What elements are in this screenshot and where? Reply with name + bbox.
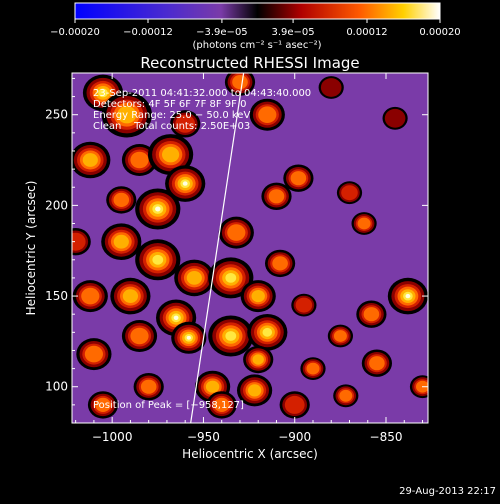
heatmap-source-29 xyxy=(336,181,363,205)
x-axis-ticks: −1000 −950 −900 −850 xyxy=(75,73,424,444)
annotations: 23‑Sep‑2011 04:41:32.000 to 04:43:40.000… xyxy=(93,88,311,411)
heatmap-source-28 xyxy=(283,164,314,192)
x-axis-label: Heliocentric X (arcsec) xyxy=(182,447,318,461)
heatmap-source-24 xyxy=(240,280,276,313)
heatmap-source-1 xyxy=(101,91,152,138)
heatmap-source-2 xyxy=(72,141,111,179)
heatmap-source-43 xyxy=(170,110,201,138)
annotation-energy-range: Energy Range: 25.0 − 50.0 keV xyxy=(93,110,250,121)
colorbar-tick-label: 3.9e−05 xyxy=(272,27,315,38)
heatmap-source-32 xyxy=(356,300,387,328)
colorbar-tick-label: −0.00012 xyxy=(123,27,173,38)
heatmap-source-45 xyxy=(382,106,408,130)
heatmap-source-22 xyxy=(87,391,119,419)
footer-timestamp: 29‑Aug‑2013 22:17 xyxy=(399,486,496,497)
heatmap-source-9 xyxy=(135,239,181,281)
colorbar-ticks: −0.00020 −0.00012 −3.9e−05 3.9e−05 0.00012 0.… xyxy=(50,19,461,38)
heatmap-source-25 xyxy=(265,249,296,278)
heatmap-source-18 xyxy=(76,338,112,371)
heatmap-source-31 xyxy=(387,277,428,315)
heatmap-source-11 xyxy=(72,280,108,313)
x-tick-label: −950 xyxy=(187,430,220,444)
x-tick-label: −900 xyxy=(278,430,311,444)
heatmap-source-44 xyxy=(291,293,317,317)
heatmap-source-17 xyxy=(121,320,158,352)
heatmap-source-6 xyxy=(135,188,181,230)
heatmap-source-35 xyxy=(333,384,359,408)
heatmap-source-8 xyxy=(101,223,142,260)
y-tick-label: 200 xyxy=(45,198,68,212)
colorbar-tick-label: 0.00012 xyxy=(346,27,387,38)
y-axis-ticks: 100 150 200 250 xyxy=(45,77,428,406)
heatmap-source-16 xyxy=(247,314,288,351)
heatmap-source-14 xyxy=(171,321,207,354)
heatmap-source-30 xyxy=(351,212,377,235)
heatmap-source-36 xyxy=(409,375,428,399)
x-tick-label: −850 xyxy=(370,430,403,444)
heatmap-source-46 xyxy=(318,76,344,99)
solar-limb-line xyxy=(190,73,245,423)
heatmap-source-33 xyxy=(327,324,353,348)
heatmap-source-5 xyxy=(165,165,206,202)
x-tick-label: −1000 xyxy=(92,430,133,444)
heatmap-source-41 xyxy=(206,391,237,419)
plot-area: −1000 −950 −900 −850 100 150 200 250 23‑Sep‑20… xyxy=(45,72,429,444)
y-tick-label: 150 xyxy=(45,289,68,303)
heatmap-source-19 xyxy=(133,373,164,401)
colorbar: −0.00020 −0.00012 −3.9e−05 3.9e−05 0.00012 0.… xyxy=(50,2,461,51)
heatmap-source-37 xyxy=(300,357,326,380)
heatmap-source-4 xyxy=(148,134,194,176)
heatmap-source-26 xyxy=(218,216,254,249)
heatmap-source-34 xyxy=(361,349,392,377)
annotation-time-range: 23‑Sep‑2011 04:41:32.000 to 04:43:40.000 xyxy=(93,88,311,99)
y-tick-label: 250 xyxy=(45,108,68,122)
plot-frame xyxy=(71,72,429,424)
heatmap-sources xyxy=(72,73,428,419)
colorbar-tick-label: −3.9e−05 xyxy=(196,27,248,38)
annotation-peak-position: Position of Peak = [−958,127] xyxy=(93,400,244,411)
heatmap-source-40 xyxy=(72,228,91,256)
heatmap-source-42 xyxy=(279,391,310,419)
colorbar-unit-label: (photons cm⁻² s⁻¹ asec⁻²) xyxy=(192,40,321,51)
heatmap-source-21 xyxy=(237,374,273,407)
heatmap-source-47 xyxy=(243,345,274,374)
heatmap-source-27 xyxy=(261,182,292,210)
annotation-counts: Clean Total counts: 2.50E+03 xyxy=(93,121,250,132)
chart-title: Reconstructed RHESSI Image xyxy=(140,54,359,72)
colorbar-tick-label: −0.00020 xyxy=(50,27,100,38)
colorbar-gradient xyxy=(74,2,441,20)
heatmap-source-12 xyxy=(110,277,151,315)
heatmap-source-15 xyxy=(208,315,254,357)
annotation-detectors: Detectors: 4F 5F 6F 7F 8F 9F 0 xyxy=(93,99,246,110)
colorbar-tick-label: 0.00020 xyxy=(419,27,460,38)
y-axis-label: Heliocentric Y (arcsec) xyxy=(24,181,38,316)
heatmap-source-10 xyxy=(174,259,215,297)
heatmap-source-38 xyxy=(249,98,285,131)
heatmap-source-7 xyxy=(106,186,137,214)
heatmap-source-39 xyxy=(224,73,256,96)
y-tick-label: 100 xyxy=(45,380,68,394)
heatmap-source-23 xyxy=(208,257,254,299)
